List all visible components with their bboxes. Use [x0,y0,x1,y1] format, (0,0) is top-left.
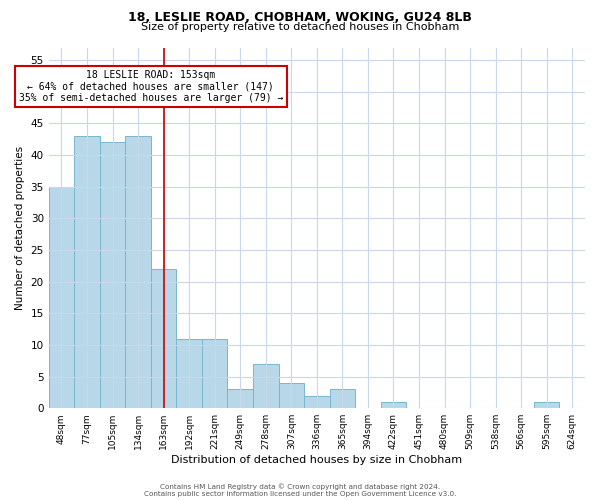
Bar [125,136,151,408]
Bar [202,338,227,408]
Bar [74,136,100,408]
Bar [100,142,125,408]
Bar [380,402,406,408]
Bar [253,364,278,408]
Bar [304,396,329,408]
X-axis label: Distribution of detached houses by size in Chobham: Distribution of detached houses by size … [171,455,463,465]
Text: 18 LESLIE ROAD: 153sqm
← 64% of detached houses are smaller (147)
35% of semi-de: 18 LESLIE ROAD: 153sqm ← 64% of detached… [19,70,283,103]
Y-axis label: Number of detached properties: Number of detached properties [15,146,25,310]
Text: 18, LESLIE ROAD, CHOBHAM, WOKING, GU24 8LB: 18, LESLIE ROAD, CHOBHAM, WOKING, GU24 8… [128,11,472,24]
Bar [534,402,559,408]
Bar [176,338,202,408]
Bar [278,383,304,408]
Text: Contains HM Land Registry data © Crown copyright and database right 2024.: Contains HM Land Registry data © Crown c… [160,484,440,490]
Bar [227,389,253,408]
Bar [49,186,74,408]
Text: Contains public sector information licensed under the Open Government Licence v3: Contains public sector information licen… [144,491,456,497]
Bar [329,389,355,408]
Bar [151,269,176,408]
Text: Size of property relative to detached houses in Chobham: Size of property relative to detached ho… [141,22,459,32]
